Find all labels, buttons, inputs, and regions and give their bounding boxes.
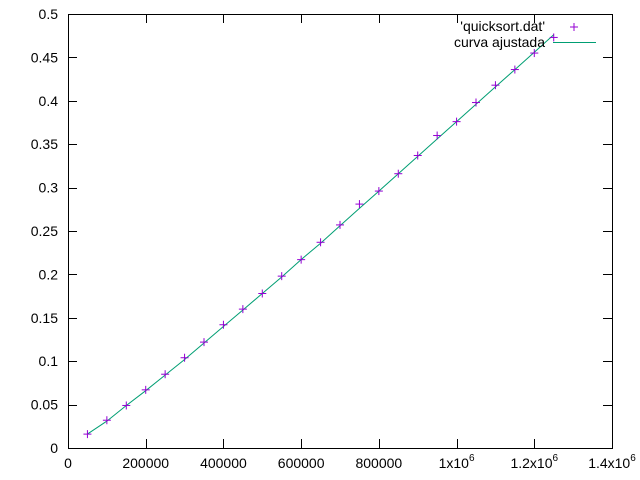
x-tick-label-exponent: 6 xyxy=(630,453,636,464)
data-point xyxy=(297,255,306,264)
x-tick-label-base: 0 xyxy=(64,455,72,471)
data-point xyxy=(102,416,111,425)
data-point xyxy=(530,49,539,58)
data-point xyxy=(394,169,403,178)
x-tick-label-base: 1x10 xyxy=(439,455,470,471)
data-point xyxy=(238,305,247,314)
data-point xyxy=(316,238,325,247)
data-point xyxy=(355,200,364,209)
x-tick-label: 1.2x106 xyxy=(510,453,558,471)
data-point xyxy=(413,151,422,160)
x-tick-label-base: 200000 xyxy=(122,455,169,471)
x-tick-label-exponent: 6 xyxy=(553,453,559,464)
y-tick-label: 0.35 xyxy=(31,136,58,152)
x-tick-label: 800000 xyxy=(355,455,402,471)
y-tick-label: 0.25 xyxy=(31,223,58,239)
legend-label-quicksort: 'quicksort.dat' xyxy=(460,18,545,34)
data-point xyxy=(200,338,208,347)
y-tick-label: 0.45 xyxy=(31,49,58,65)
y-tick-label: 0.1 xyxy=(39,353,59,369)
data-point xyxy=(83,430,92,439)
y-axis: 0 0.05 0.1 0.15 0.2 0.25 0.3 0.35 0.4 0.45 0.5 xyxy=(31,6,612,456)
x-tick-label: 1x106 xyxy=(439,453,475,471)
data-point xyxy=(258,289,267,298)
x-tick-label: 0 xyxy=(64,455,72,471)
data-point xyxy=(180,353,189,362)
x-tick-label-base: 1.4x10 xyxy=(588,455,630,471)
data-point xyxy=(472,98,480,107)
data-point xyxy=(452,117,461,126)
y-tick-label: 0.3 xyxy=(39,180,59,196)
data-point xyxy=(336,220,344,229)
x-tick-label: 200000 xyxy=(122,455,169,471)
data-point xyxy=(122,401,131,410)
data-point xyxy=(433,131,442,140)
data-point xyxy=(549,33,558,42)
x-tick-label: 1.4x106 xyxy=(588,453,636,471)
series-line-curva-ajustada xyxy=(87,34,555,435)
data-point xyxy=(277,272,286,281)
x-tick-label-base: 400000 xyxy=(200,455,247,471)
data-point xyxy=(374,187,383,196)
legend: 'quicksort.dat' curva ajustada xyxy=(454,18,596,50)
x-tick-label: 400000 xyxy=(200,455,247,471)
data-point xyxy=(219,320,228,329)
y-tick-label: 0.2 xyxy=(39,266,59,282)
data-point xyxy=(161,370,170,379)
x-tick-label: 600000 xyxy=(278,455,325,471)
x-tick-label-base: 600000 xyxy=(278,455,325,471)
y-tick-label: 0.5 xyxy=(39,6,59,22)
plot-border xyxy=(68,14,613,449)
legend-marker-quicksort xyxy=(570,23,578,31)
y-tick-label: 0.4 xyxy=(39,93,59,109)
x-axis: 0 200000 400000 600000 800000 1x106 1.2x106 1.4… xyxy=(64,14,636,471)
legend-label-curva-ajustada: curva ajustada xyxy=(454,34,545,50)
data-point xyxy=(510,65,519,74)
plot-area xyxy=(83,33,558,439)
x-tick-label-base: 800000 xyxy=(355,455,402,471)
data-point xyxy=(141,385,150,394)
y-tick-label: 0 xyxy=(50,440,58,456)
y-tick-label: 0.15 xyxy=(31,310,58,326)
y-tick-label: 0.05 xyxy=(31,397,58,413)
data-point xyxy=(491,81,500,90)
x-tick-label-exponent: 6 xyxy=(469,453,475,464)
x-tick-label-base: 1.2x10 xyxy=(510,455,552,471)
